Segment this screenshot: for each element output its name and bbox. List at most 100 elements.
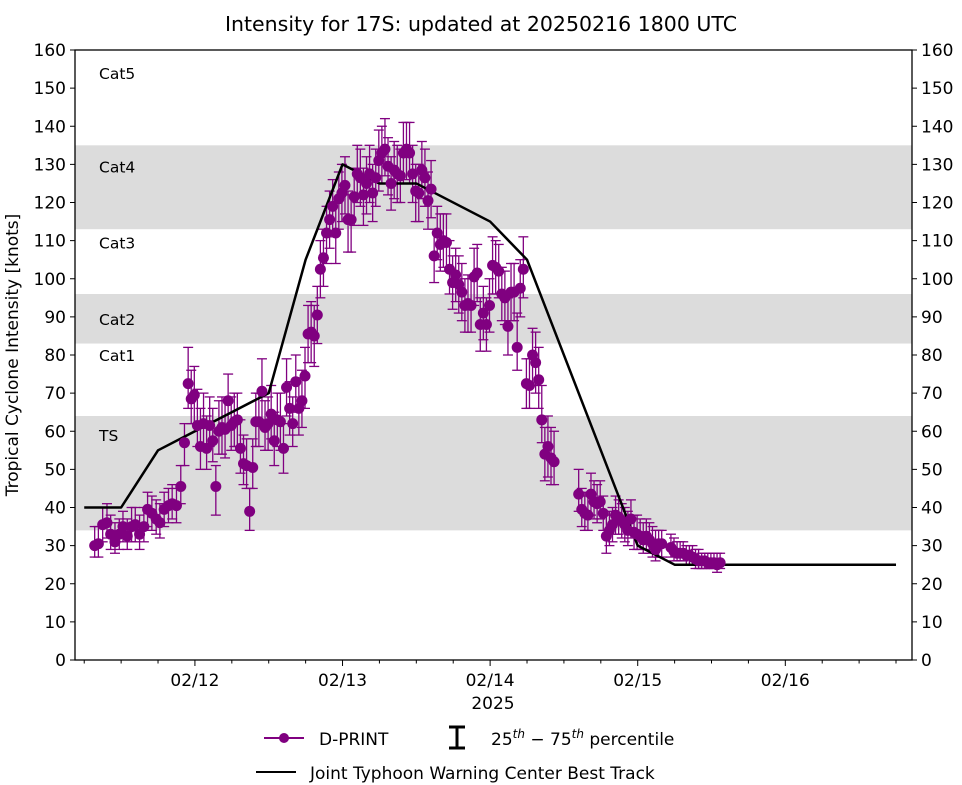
dprint-point bbox=[182, 378, 194, 390]
dprint-point bbox=[207, 435, 219, 447]
dprint-point bbox=[582, 509, 594, 521]
dprint-point bbox=[367, 187, 379, 199]
dprint-point bbox=[311, 309, 323, 321]
dprint-point bbox=[465, 299, 477, 311]
dprint-point bbox=[471, 267, 483, 279]
dprint-point bbox=[299, 370, 311, 382]
y-tick-label-right: 20 bbox=[921, 575, 943, 595]
dprint-point bbox=[277, 442, 289, 454]
y-tick-label-right: 60 bbox=[921, 422, 943, 442]
dprint-point bbox=[129, 519, 141, 531]
dprint-point bbox=[154, 517, 166, 529]
category-label-cat2: Cat2 bbox=[99, 311, 135, 329]
y-tick-label-right: 120 bbox=[921, 194, 953, 214]
band-cat2 bbox=[75, 294, 912, 344]
y-tick-label-right: 90 bbox=[921, 308, 943, 328]
plot-frame bbox=[74, 49, 913, 661]
dprint-point bbox=[714, 557, 726, 569]
dprint-point bbox=[394, 170, 406, 182]
dprint-point bbox=[407, 168, 419, 180]
dprint-point bbox=[530, 357, 542, 369]
y-tick-label-right: 70 bbox=[921, 384, 943, 404]
y-tick-label-right: 140 bbox=[921, 117, 953, 137]
dprint-point bbox=[511, 341, 523, 353]
dprint-point bbox=[188, 389, 200, 401]
dprint-point bbox=[480, 319, 492, 330]
y-tick-label-left: 100 bbox=[34, 270, 66, 290]
dprint-point bbox=[502, 320, 514, 332]
dprint-point bbox=[330, 227, 342, 239]
x-tick-label: 02/13 bbox=[318, 671, 367, 691]
category-bands bbox=[75, 145, 912, 531]
dprint-point bbox=[594, 496, 606, 508]
dprint-point bbox=[573, 488, 585, 500]
dprint-point bbox=[170, 500, 182, 512]
dprint-point bbox=[517, 263, 529, 275]
y-tick-label-right: 30 bbox=[921, 537, 943, 557]
category-label-cat4: Cat4 bbox=[99, 158, 135, 176]
y-tick-label-right: 80 bbox=[921, 346, 943, 366]
dprint-point bbox=[456, 286, 468, 298]
y-tick-label-left: 80 bbox=[44, 346, 66, 366]
axes: 0 0 10 10 20 20 30 30 40 40 50 50 60 60 70 70 80 80 90 90 10… bbox=[34, 41, 954, 691]
dprint-point bbox=[361, 177, 373, 189]
dprint-point bbox=[484, 299, 496, 311]
legend-entry-dprint: D-PRINT bbox=[264, 730, 389, 750]
dprint-point bbox=[247, 461, 259, 473]
dprint-point bbox=[317, 252, 329, 264]
dprint-point bbox=[308, 330, 320, 342]
dprint-point bbox=[607, 519, 619, 531]
dprint-point bbox=[656, 538, 668, 550]
y-tick-label-right: 130 bbox=[921, 155, 953, 175]
y-tick-label-right: 0 bbox=[921, 651, 932, 671]
y-tick-label-left: 160 bbox=[34, 41, 66, 61]
y-tick-label-left: 140 bbox=[34, 117, 66, 137]
x-tick-label: 02/12 bbox=[170, 671, 219, 691]
dprint-point bbox=[422, 195, 434, 207]
dprint-point bbox=[287, 418, 299, 430]
dprint-point bbox=[262, 418, 274, 430]
category-label-cat3: Cat3 bbox=[99, 235, 135, 253]
dprint-point bbox=[536, 414, 548, 426]
y-tick-label-left: 60 bbox=[44, 422, 66, 442]
y-tick-label-left: 10 bbox=[44, 613, 66, 633]
band-cat4 bbox=[75, 145, 912, 230]
dprint-point bbox=[425, 183, 437, 195]
dprint-point bbox=[413, 187, 425, 199]
dprint-point bbox=[201, 442, 213, 454]
dprint-point bbox=[324, 214, 336, 226]
dprint-point bbox=[345, 214, 357, 226]
legend-best-track-label: Joint Typhoon Warning Center Best Track bbox=[309, 764, 655, 784]
dprint-point bbox=[244, 505, 256, 517]
chart-title: Intensity for 17S: updated at 20250216 1… bbox=[225, 12, 737, 36]
legend: D-PRINT 25th − 75th percentile Joint Typ… bbox=[256, 725, 674, 784]
y-tick-label-right: 110 bbox=[921, 232, 953, 252]
dprint-point bbox=[440, 237, 452, 249]
dprint-point bbox=[542, 441, 554, 452]
dprint-point bbox=[175, 481, 187, 493]
y-tick-label-right: 40 bbox=[921, 499, 943, 519]
legend-dprint-marker bbox=[279, 733, 289, 743]
legend-entry-percentile: 25th − 75th percentile bbox=[449, 725, 674, 750]
dprint-point bbox=[428, 250, 440, 262]
y-tick-label-left: 110 bbox=[34, 232, 66, 252]
dprint-point bbox=[477, 307, 489, 319]
legend-dprint-label: D-PRINT bbox=[319, 730, 389, 750]
y-tick-label-left: 50 bbox=[44, 460, 66, 480]
dprint-point bbox=[379, 143, 391, 155]
y-tick-label-right: 150 bbox=[921, 79, 953, 99]
x-tick-label: 02/15 bbox=[613, 671, 662, 691]
y-tick-label-left: 150 bbox=[34, 79, 66, 99]
dprint-point bbox=[117, 521, 129, 533]
legend-percentile-sup1: th bbox=[513, 727, 525, 741]
dprint-point bbox=[419, 172, 431, 184]
dprint-point bbox=[138, 521, 150, 533]
dprint-point bbox=[514, 282, 526, 294]
dprint-point bbox=[548, 456, 560, 468]
y-tick-label-right: 50 bbox=[921, 460, 943, 480]
dprint-point bbox=[284, 402, 296, 414]
dprint-point bbox=[385, 177, 397, 189]
legend-entry-best-track: Joint Typhoon Warning Center Best Track bbox=[256, 764, 655, 784]
errorbar bbox=[207, 407, 218, 463]
